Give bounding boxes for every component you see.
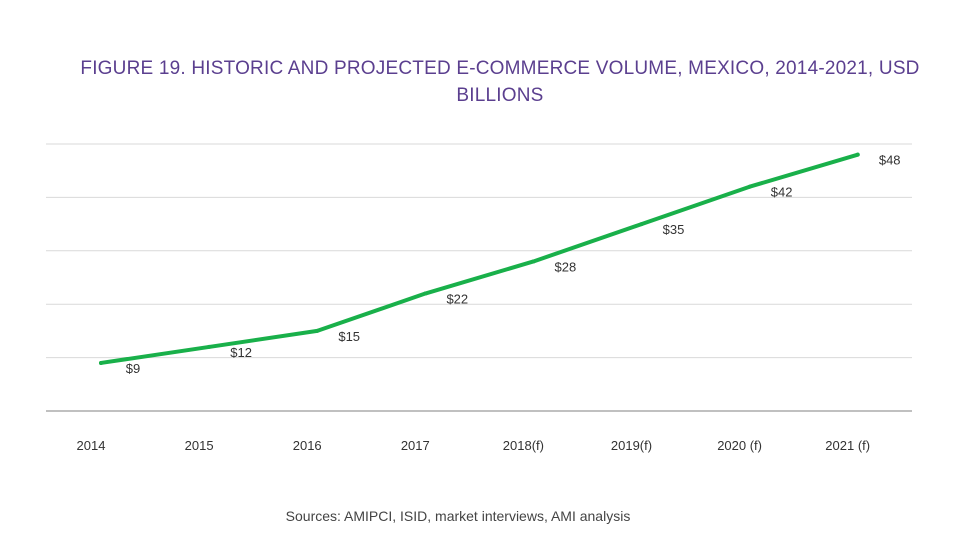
data-label: $9: [126, 361, 140, 376]
source-note: Sources: AMIPCI, ISID, market interviews…: [285, 508, 631, 524]
x-tick-label: 2016: [293, 438, 322, 453]
data-point: [423, 291, 428, 296]
data-label: $12: [230, 345, 252, 360]
data-labels: $9 $12 $15 $22 $28 $35 $42 $48: [126, 153, 901, 376]
x-axis-ticks: 2014 2015 2016 2017 2018(f) 2019(f) 2020 (f) 20…: [77, 438, 871, 453]
data-point: [531, 259, 536, 264]
gridlines: [46, 143, 912, 412]
data-label: $42: [771, 185, 793, 200]
data-label: $35: [663, 222, 685, 237]
x-tick-label: 2021 (f): [825, 438, 870, 453]
data-point: [639, 222, 644, 227]
x-tick-label: 2020 (f): [717, 438, 762, 453]
data-label: $48: [879, 153, 901, 168]
series-line: [99, 152, 860, 365]
data-label: $15: [338, 329, 360, 344]
x-tick-label: 2015: [185, 438, 214, 453]
x-tick-label: 2014: [77, 438, 106, 453]
data-point: [99, 360, 103, 365]
chart-title: FIGURE 19. HISTORIC AND PROJECTED E-COMM…: [80, 58, 920, 106]
data-label: $28: [555, 259, 577, 274]
data-point: [855, 152, 860, 157]
data-point: [747, 184, 752, 189]
x-tick-label: 2018(f): [503, 438, 544, 453]
data-point: [315, 328, 320, 333]
data-label: $22: [446, 292, 468, 307]
x-tick-label: 2019(f): [611, 438, 652, 453]
series-line-path: [99, 152, 860, 365]
data-point: [207, 344, 212, 349]
x-tick-label: 2017: [401, 438, 430, 453]
